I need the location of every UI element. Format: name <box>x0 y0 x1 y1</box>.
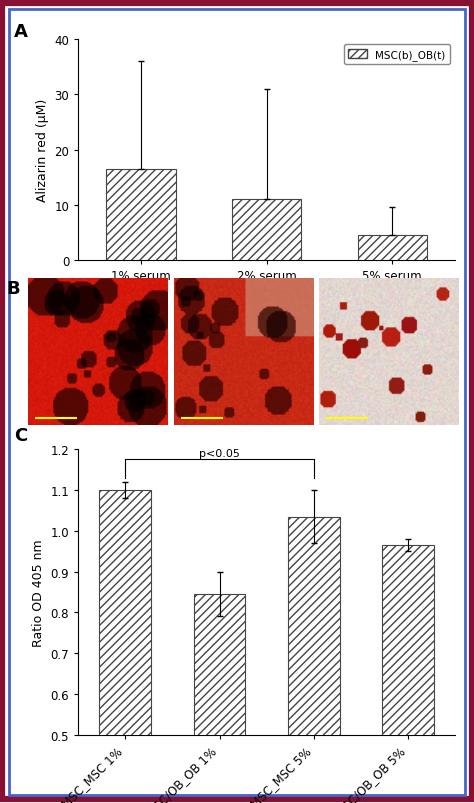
Bar <box>288 517 340 803</box>
Bar <box>358 236 427 261</box>
Bar <box>100 491 151 803</box>
Y-axis label: Ratio OD 405 nm: Ratio OD 405 nm <box>32 539 45 646</box>
Bar <box>193 594 246 803</box>
Bar <box>382 545 434 803</box>
Text: B: B <box>7 279 20 297</box>
Text: C: C <box>14 427 27 445</box>
Bar <box>107 170 175 261</box>
Text: p<0.05: p<0.05 <box>199 449 240 459</box>
Bar <box>232 200 301 261</box>
Text: A: A <box>14 22 28 40</box>
Legend: MSC(b)_OB(t): MSC(b)_OB(t) <box>344 45 450 65</box>
Y-axis label: Alizarin red (μM): Alizarin red (μM) <box>36 99 49 202</box>
